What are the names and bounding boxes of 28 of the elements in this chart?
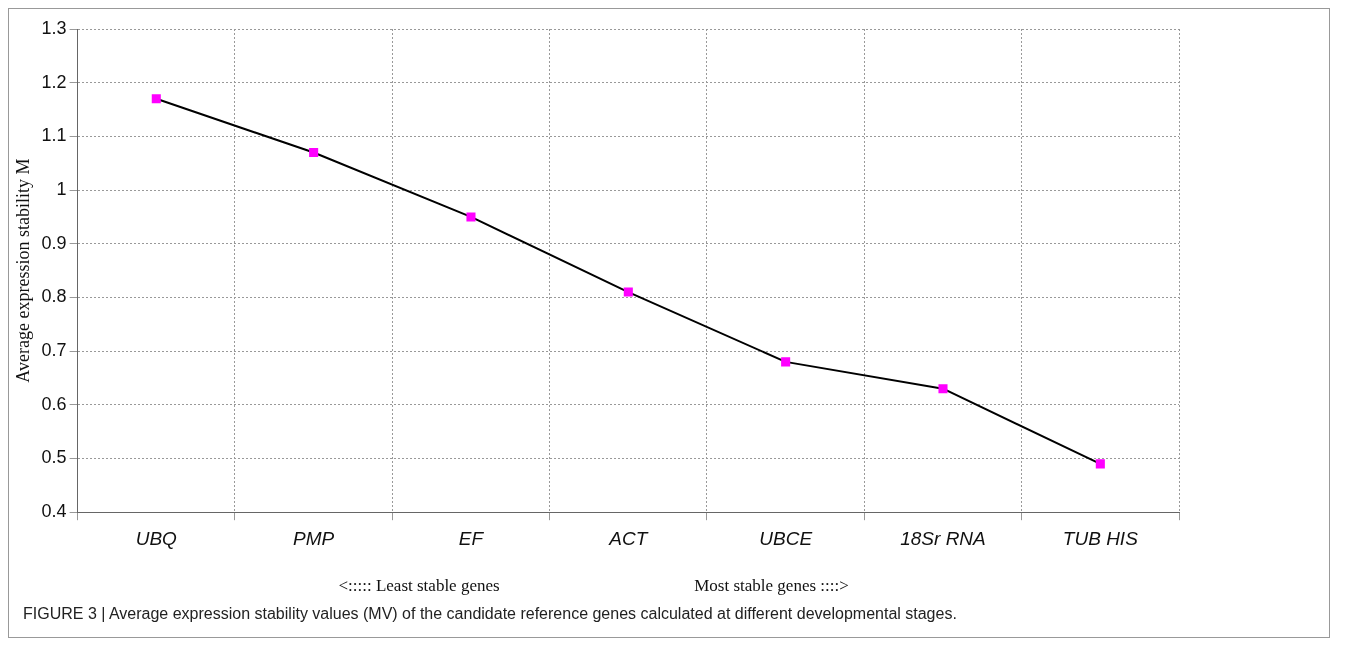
y-tick-label: 1.1 bbox=[41, 125, 67, 146]
y-tick-label: 0.4 bbox=[41, 501, 67, 522]
y-tick-label: 1.2 bbox=[41, 71, 67, 92]
point bbox=[1095, 459, 1105, 469]
x-tick-label: PMP bbox=[293, 527, 335, 549]
y-tick-label: 0.5 bbox=[41, 447, 67, 468]
y-tick-label: 0.7 bbox=[41, 340, 67, 361]
y-tick-label: 0.8 bbox=[41, 286, 67, 307]
y-tick-label: 1 bbox=[56, 179, 67, 200]
x-tick-label: EF bbox=[458, 527, 485, 549]
x-tick-label: ACT bbox=[608, 527, 649, 549]
x-tick-label: UBCE bbox=[759, 527, 813, 549]
y-tick-label: 0.9 bbox=[41, 232, 67, 253]
point bbox=[309, 147, 319, 158]
text: Most stable genes ::::> bbox=[694, 575, 849, 595]
point bbox=[781, 357, 791, 367]
point bbox=[151, 94, 161, 104]
point bbox=[466, 212, 476, 222]
x-tick-label: 18Sr RNA bbox=[900, 527, 986, 549]
y-tick-label: 1.3 bbox=[41, 17, 67, 38]
caption: FIGURE 3 | Average expression stability values (MV) of the candidate reference genes calculated at different developmental stages. bbox=[22, 604, 958, 624]
y-tick-label: 0.6 bbox=[41, 393, 67, 414]
x-tick-label: UBQ bbox=[135, 527, 178, 549]
text: <::::: Least stable genes bbox=[338, 575, 500, 595]
x-tick-label: TUB HIS bbox=[1062, 527, 1139, 549]
point bbox=[938, 384, 948, 394]
y-axis-title: Average expression stability M bbox=[12, 158, 33, 383]
point bbox=[623, 287, 633, 297]
